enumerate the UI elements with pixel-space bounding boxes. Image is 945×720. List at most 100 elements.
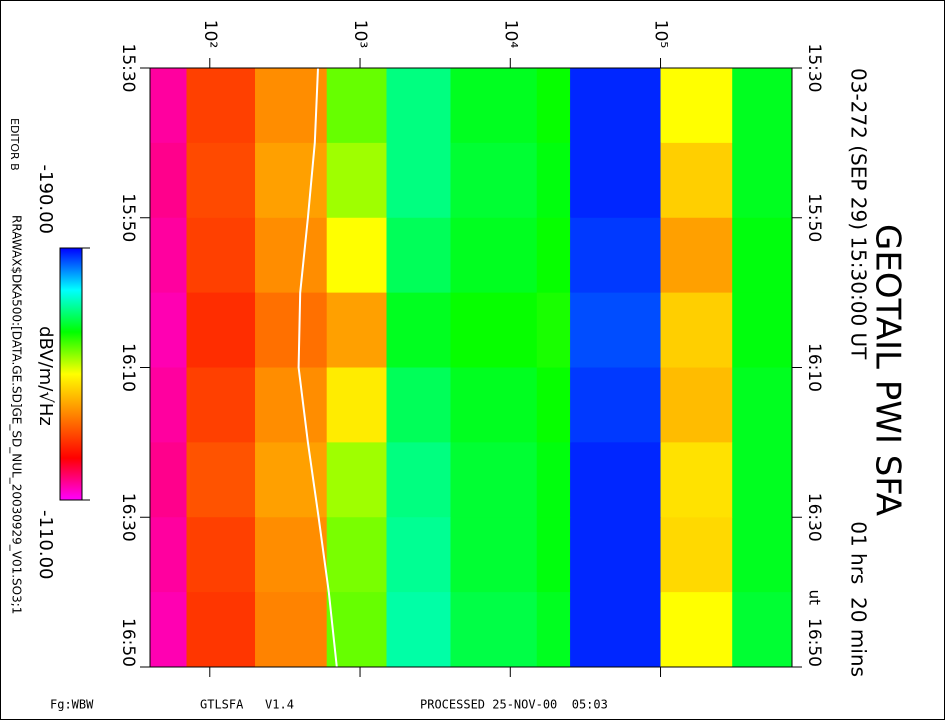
heatmap-cell bbox=[186, 592, 256, 668]
chart-duration: 01 hrs 20 mins bbox=[847, 521, 871, 677]
heatmap-cell bbox=[450, 592, 538, 668]
x-tick-label: 10² bbox=[200, 20, 220, 48]
x-tick-label: 10⁴ bbox=[500, 20, 520, 49]
heatmap-cell bbox=[732, 142, 793, 219]
heatmap-cell bbox=[326, 442, 387, 518]
heatmap-cell bbox=[186, 517, 256, 593]
heatmap-cell bbox=[570, 142, 662, 219]
heatmap-cell bbox=[255, 217, 328, 294]
trace-line bbox=[297, 67, 338, 668]
heatmap-cell bbox=[255, 292, 328, 368]
footer-text: PROCESSED 25-NOV-00 05:03 bbox=[420, 698, 608, 712]
y-tick-label: 16:30 bbox=[118, 493, 138, 542]
heatmap-cell bbox=[150, 217, 188, 294]
heatmap-cell bbox=[150, 292, 188, 368]
y-tick-label: 16:10 bbox=[118, 343, 138, 392]
heatmap-cell bbox=[732, 517, 793, 593]
heatmap-cell bbox=[150, 142, 188, 219]
heatmap-cell bbox=[570, 517, 662, 593]
heatmap-cell bbox=[660, 367, 733, 443]
y-tick-label: 15:30 bbox=[804, 44, 824, 93]
heatmap-cell bbox=[186, 142, 256, 219]
heatmap-cell bbox=[732, 592, 793, 668]
colorbar bbox=[59, 247, 83, 501]
y-tick-label: 16:30 bbox=[804, 493, 824, 542]
heatmap-cell bbox=[326, 517, 387, 593]
heatmap-cell bbox=[186, 367, 256, 443]
heatmap-cell bbox=[536, 68, 571, 144]
colorbar-tick-label: -190.00 bbox=[35, 165, 56, 234]
file-label: RRAWAX$DKA500:[DATA.GE.SD]GE_SD_NUL_2003… bbox=[10, 215, 24, 614]
heatmap-cell bbox=[326, 142, 387, 219]
heatmap-cell bbox=[536, 367, 571, 443]
heatmap-cell bbox=[326, 592, 387, 668]
heatmap-cell bbox=[732, 68, 793, 144]
y-annotation: ut bbox=[806, 590, 824, 606]
heatmap-cell bbox=[386, 442, 451, 518]
heatmap-cell bbox=[450, 217, 538, 294]
heatmap-cell bbox=[536, 142, 571, 219]
heatmap-cell bbox=[386, 68, 451, 144]
y-tick-label: 16:50 bbox=[118, 618, 138, 667]
heatmap-cell bbox=[450, 292, 538, 368]
heatmap-cell bbox=[450, 142, 538, 219]
heatmap-cell bbox=[660, 217, 733, 294]
footer-text: Fg:WBW bbox=[50, 698, 94, 712]
heatmap-cell bbox=[150, 517, 188, 593]
y-tick-label: 15:30 bbox=[118, 44, 138, 93]
heatmap-cell bbox=[660, 517, 733, 593]
heatmap-cell bbox=[150, 68, 188, 144]
heatmap-cell bbox=[536, 442, 571, 518]
y-tick-label: 15:50 bbox=[118, 193, 138, 242]
x-tick-label: 10⁵ bbox=[651, 20, 671, 48]
heatmap-cell bbox=[186, 68, 256, 144]
heatmap-cell bbox=[386, 217, 451, 294]
heatmap-cell bbox=[660, 592, 733, 668]
heatmap-cell bbox=[660, 442, 733, 518]
heatmap-cell bbox=[255, 142, 328, 219]
heatmap-cell bbox=[536, 292, 571, 368]
heatmap-cell bbox=[386, 142, 451, 219]
colorbar-tick-label: -110.00 bbox=[35, 510, 56, 579]
editor-label: EDITOR B bbox=[8, 118, 21, 171]
heatmap-cell bbox=[660, 292, 733, 368]
heatmap-cell bbox=[660, 142, 733, 219]
footer-text: GTLSFA V1.4 bbox=[200, 698, 294, 712]
heatmap-cell bbox=[732, 442, 793, 518]
chart-subtitle: 03-272 (SEP 29) 15:30:00 UT bbox=[847, 68, 871, 360]
heatmap-cell bbox=[536, 517, 571, 593]
heatmap-cell bbox=[570, 68, 662, 144]
heatmap-cell bbox=[326, 217, 387, 294]
heatmap-cell bbox=[570, 217, 662, 294]
heatmap-cell bbox=[386, 367, 451, 443]
heatmap-cell bbox=[150, 592, 188, 668]
heatmap-cell bbox=[450, 68, 538, 144]
heatmap-cell bbox=[186, 442, 256, 518]
y-tick-label: 15:50 bbox=[804, 193, 824, 242]
heatmap-cell bbox=[732, 217, 793, 294]
heatmap-cell bbox=[150, 442, 188, 518]
heatmap-cell bbox=[660, 68, 733, 144]
heatmap-cell bbox=[536, 592, 571, 668]
heatmap-cell bbox=[326, 292, 387, 368]
heatmap-cell bbox=[536, 217, 571, 294]
heatmap-cell bbox=[450, 517, 538, 593]
heatmap-cell bbox=[326, 367, 387, 443]
heatmap-cell bbox=[386, 292, 451, 368]
heatmap-cell bbox=[732, 292, 793, 368]
heatmap-cell bbox=[150, 367, 188, 443]
heatmap-cell bbox=[255, 367, 328, 443]
heatmap-cell bbox=[386, 517, 451, 593]
chart-title: GEOTAIL PWI SFA bbox=[868, 224, 908, 516]
heatmap-cell bbox=[186, 292, 256, 368]
heatmap-cell bbox=[732, 367, 793, 443]
heatmap-cell bbox=[570, 292, 662, 368]
heatmap-cell bbox=[450, 367, 538, 443]
heatmap-cell bbox=[255, 517, 328, 593]
heatmap-cell bbox=[386, 592, 451, 668]
x-tick-label: 10³ bbox=[350, 20, 370, 48]
heatmap-cell bbox=[255, 442, 328, 518]
heatmap-cell bbox=[186, 217, 256, 294]
heatmap-cell bbox=[570, 367, 662, 443]
